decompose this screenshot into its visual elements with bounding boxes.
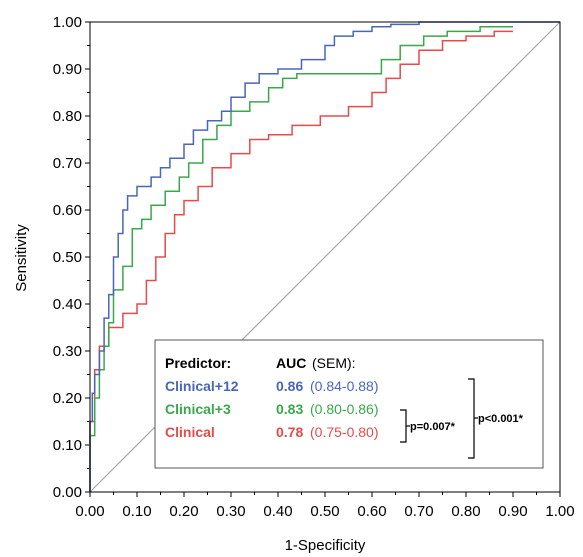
y-tick-label: 0.30 bbox=[53, 343, 82, 360]
legend-box bbox=[154, 339, 544, 469]
plot-frame bbox=[89, 21, 561, 493]
legend-series-name: Clinical bbox=[165, 424, 215, 440]
legend-series-name: Clinical+3 bbox=[165, 401, 231, 417]
y-tick-label: 0.80 bbox=[53, 108, 82, 125]
series-line-clinical-12 bbox=[89, 21, 560, 492]
x-tick-label: 0.90 bbox=[498, 503, 527, 520]
x-tick-label: 0.60 bbox=[357, 503, 386, 520]
y-tick-label: 1.00 bbox=[53, 14, 82, 31]
series-line-clinical-3 bbox=[89, 25, 513, 492]
y-tick-label: 0.10 bbox=[53, 437, 82, 454]
y-axis-title: Sensitivity bbox=[13, 224, 30, 292]
legend-ci-value: (0.75-0.80) bbox=[310, 424, 378, 440]
y-tick-label: 0.60 bbox=[53, 202, 82, 219]
x-tick-label: 0.70 bbox=[404, 503, 433, 520]
legend-auc-value: 0.86 bbox=[276, 378, 303, 394]
x-tick-label: 0.40 bbox=[263, 503, 292, 520]
y-tick-label: 0.70 bbox=[53, 155, 82, 172]
p-inner-label: p=0.007* bbox=[410, 421, 456, 433]
legend-header-auc: AUC bbox=[276, 355, 306, 371]
legend: Predictor: AUC (SEM): Clinical+12 0.86 (0.… bbox=[154, 339, 544, 469]
y-axis-ticks: 0.00 0.10 0.20 0.30 0.40 0.50 0.60 0.70 0.80 0.90… bbox=[53, 14, 90, 501]
x-tick-label: 0.10 bbox=[122, 503, 151, 520]
legend-row: Clinical 0.78 (0.75-0.80) bbox=[165, 424, 378, 440]
p-outer-label: p<0.001* bbox=[478, 413, 524, 425]
legend-header-sem: (SEM): bbox=[312, 355, 356, 371]
legend-rows: Clinical+12 0.86 (0.84-0.88) Clinical+3 0.83… bbox=[165, 378, 378, 440]
series-layer bbox=[89, 21, 560, 492]
x-tick-label: 0.30 bbox=[216, 503, 245, 520]
legend-auc-value: 0.83 bbox=[276, 401, 303, 417]
legend-ci-value: (0.80-0.86) bbox=[310, 401, 378, 417]
legend-row: Clinical+12 0.86 (0.84-0.88) bbox=[165, 378, 378, 394]
x-axis-title: 1-Specificity bbox=[285, 537, 366, 554]
legend-row: Clinical+3 0.83 (0.80-0.86) bbox=[165, 401, 378, 417]
x-tick-label: 0.20 bbox=[169, 503, 198, 520]
series-line-clinical bbox=[89, 30, 513, 492]
x-tick-label: 1.00 bbox=[545, 503, 574, 520]
y-tick-label: 0.50 bbox=[53, 249, 82, 266]
y-tick-label: 0.40 bbox=[53, 296, 82, 313]
x-tick-label: 0.00 bbox=[75, 503, 104, 520]
legend-auc-value: 0.78 bbox=[276, 424, 303, 440]
y-tick-label: 0.00 bbox=[53, 484, 82, 501]
legend-header-predictor: Predictor: bbox=[165, 355, 231, 371]
legend-series-name: Clinical+12 bbox=[165, 378, 239, 394]
x-axis-ticks: 0.00 0.10 0.20 0.30 0.40 0.50 0.60 0.70 0.80 0.90… bbox=[75, 492, 575, 520]
x-tick-label: 0.80 bbox=[451, 503, 480, 520]
y-tick-label: 0.20 bbox=[53, 390, 82, 407]
x-tick-label: 0.50 bbox=[310, 503, 339, 520]
y-tick-label: 0.90 bbox=[53, 61, 82, 78]
legend-ci-value: (0.84-0.88) bbox=[310, 378, 378, 394]
